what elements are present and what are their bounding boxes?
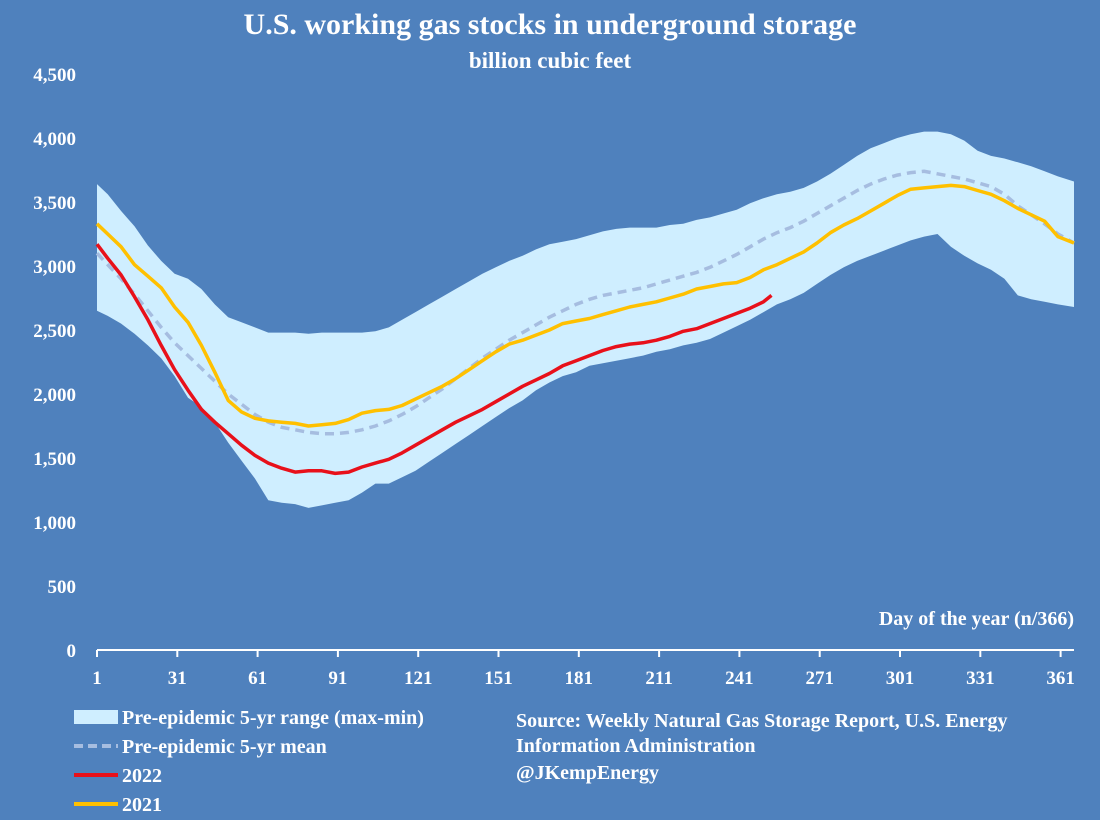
source-line-2: Information Administration: [516, 735, 755, 757]
legend-swatch-range: [74, 710, 118, 724]
x-axis-label: Day of the year (n/366): [879, 608, 1074, 630]
source-handle: @JKempEnergy: [516, 762, 659, 784]
legend-item-range: Pre-epidemic 5-yr range (max-min): [74, 707, 424, 729]
x-tick-label: 151: [484, 668, 513, 689]
x-tick-label: 91: [328, 668, 347, 689]
x-tick-label: 211: [645, 668, 672, 689]
x-tick-label: 331: [966, 668, 995, 689]
mean-line: [95, 169, 1075, 436]
legend-label-mean: Pre-epidemic 5-yr mean: [122, 736, 327, 758]
x-tick-label: 121: [404, 668, 433, 689]
y-tick-label: 4,500: [33, 65, 76, 86]
y-tick-label: 1,000: [33, 513, 76, 534]
y-tick-label: 500: [48, 577, 77, 598]
legend-label-2022: 2022: [122, 765, 162, 787]
x-tick-label: 271: [805, 668, 834, 689]
x-tick-label: 241: [725, 668, 754, 689]
legend-label-range: Pre-epidemic 5-yr range (max-min): [122, 707, 424, 729]
legend: Pre-epidemic 5-yr range (max-min) Pre-ep…: [74, 707, 424, 816]
y-tick-label: 2,500: [33, 321, 76, 342]
line-2022: [95, 243, 773, 476]
line-2021: [95, 183, 1075, 428]
x-tick-label: 181: [565, 668, 594, 689]
y-tick-label: 4,000: [33, 129, 76, 150]
x-axis: 1 31 61 91 121 151 181 211 241 271 301 331 361: [92, 649, 1075, 689]
legend-item-2021: 2021: [74, 794, 162, 816]
legend-item-2022: 2022: [74, 765, 162, 787]
source-note: Source: Weekly Natural Gas Storage Repor…: [516, 710, 1007, 784]
y-axis: 0 500 1,000 1,500 2,000 2,500 3,000 3,500 4,000 4…: [33, 65, 76, 662]
x-tick-label: 1: [92, 668, 102, 689]
x-tick-label: 301: [886, 668, 915, 689]
x-tick-label: 61: [248, 668, 267, 689]
plot-area: [95, 131, 1075, 508]
chart-title: U.S. working gas stocks in underground s…: [244, 8, 857, 41]
chart-subtitle: billion cubic feet: [469, 48, 632, 73]
y-tick-label: 0: [67, 641, 77, 662]
legend-label-2021: 2021: [122, 794, 162, 816]
source-line-1: Source: Weekly Natural Gas Storage Repor…: [516, 710, 1007, 732]
x-tick-label: 361: [1046, 668, 1075, 689]
x-tick-label: 31: [168, 668, 187, 689]
legend-item-mean: Pre-epidemic 5-yr mean: [74, 736, 327, 758]
y-tick-label: 3,000: [33, 257, 76, 278]
y-tick-label: 2,000: [33, 385, 76, 406]
y-tick-label: 1,500: [33, 449, 76, 470]
y-tick-label: 3,500: [33, 193, 76, 214]
